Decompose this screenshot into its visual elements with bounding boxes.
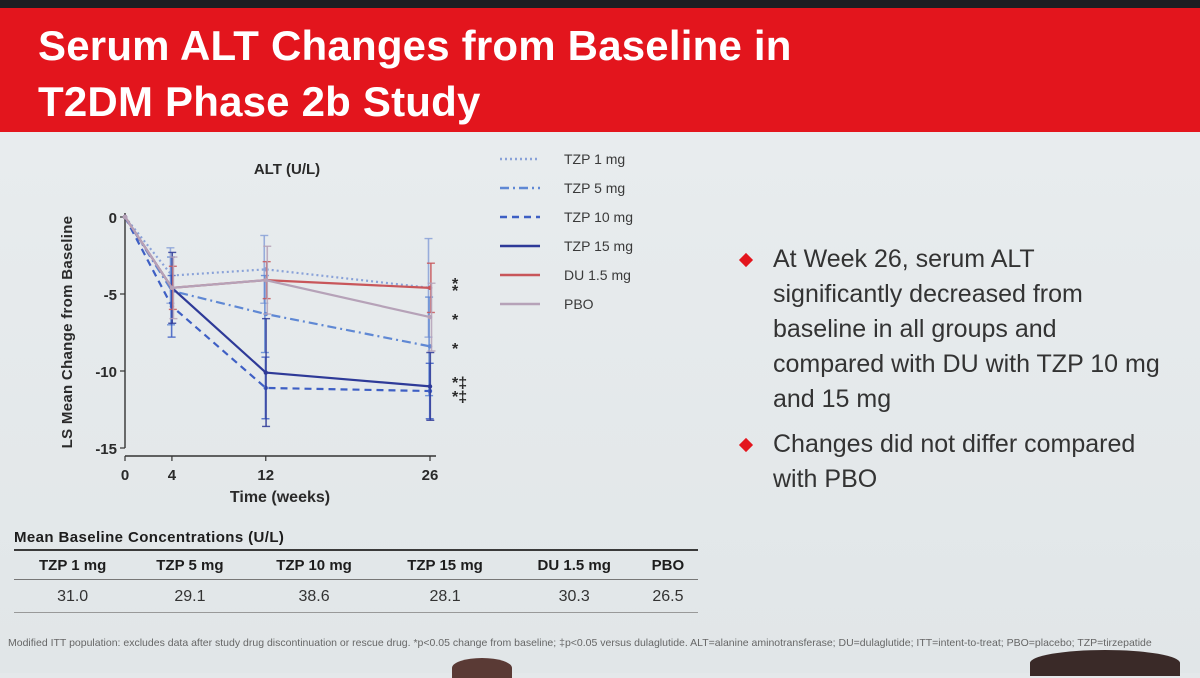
table-header-cell: TZP 5 mg [131, 550, 249, 580]
x-axis-title: Time (weeks) [230, 489, 330, 506]
x-tick-label: 0 [121, 467, 129, 484]
y-axis-title: LS Mean Change from Baseline [59, 216, 76, 449]
table-header-cell: TZP 1 mg [14, 550, 132, 580]
y-tick-label: -5 [104, 287, 117, 304]
significance-marker: * [452, 341, 459, 358]
x-tick-label: 4 [168, 467, 177, 484]
table-header-cell: PBO [637, 550, 698, 580]
projector-edge [0, 0, 1200, 8]
audience-head [452, 658, 512, 678]
legend-label: TZP 1 mg [564, 151, 625, 167]
data-point [263, 277, 268, 283]
data-point [427, 314, 433, 320]
x-tick-label: 12 [257, 467, 274, 484]
significance-marker: * [452, 276, 459, 293]
legend-label: TZP 10 mg [564, 209, 633, 225]
footnote: Modified ITT population: excludes data a… [8, 637, 1152, 649]
audience-head [1030, 650, 1180, 676]
chart-title: ALT (U/L) [254, 161, 320, 178]
table-header-cell: TZP 10 mg [248, 550, 380, 580]
legend-label: TZP 15 mg [564, 238, 633, 254]
bullet-text: At Week 26, serum ALT significantly decr… [773, 245, 1160, 413]
title-bar: Serum ALT Changes from Baseline in T2DM … [0, 8, 1200, 132]
slide-title: Serum ALT Changes from Baseline in T2DM … [38, 22, 792, 125]
y-tick-label: -15 [95, 441, 117, 458]
baseline-table-title: Mean Baseline Concentrations (U/L) [14, 529, 285, 546]
legend-label: PBO [564, 296, 594, 312]
baseline-table: TZP 1 mg TZP 5 mg TZP 10 mg TZP 15 mg DU… [14, 549, 698, 613]
bullet-item: At Week 26, serum ALT significantly decr… [735, 242, 1165, 417]
y-tick-label: -10 [95, 364, 117, 381]
legend-label: TZP 5 mg [564, 180, 625, 196]
series-line [124, 216, 431, 319]
bullet-text: Changes did not differ compared with PBO [773, 430, 1136, 493]
baseline-concentrations: Mean Baseline Concentrations (U/L) TZP 1… [14, 528, 704, 613]
table-cell: 30.3 [510, 579, 638, 613]
series-line [124, 216, 431, 393]
diamond-bullet-icon [738, 437, 754, 453]
table-header-cell: TZP 15 mg [379, 550, 511, 580]
legend-label: DU 1.5 mg [564, 267, 631, 283]
data-point [122, 214, 128, 220]
significance-marker: * [452, 312, 459, 329]
significance-marker: *‡ [452, 375, 467, 392]
table-cell: 31.0 [14, 579, 132, 613]
series-line [124, 216, 431, 289]
y-tick-label: 0 [109, 210, 117, 227]
significance-marker: * [452, 283, 459, 300]
significance-marker: *‡ [452, 389, 467, 406]
x-tick-label: 26 [422, 467, 439, 484]
table-header-row: TZP 1 mg TZP 5 mg TZP 10 mg TZP 15 mg DU… [14, 550, 698, 580]
data-point [427, 384, 433, 389]
table-cell: 29.1 [131, 579, 249, 613]
diamond-bullet-icon [738, 252, 754, 268]
table-cell: 28.1 [379, 579, 511, 613]
table-cell: 26.5 [637, 579, 698, 613]
bullet-list: At Week 26, serum ALT significantly decr… [735, 242, 1165, 507]
table-cell: 38.6 [248, 579, 380, 613]
table-row: 31.0 29.1 38.6 28.1 30.3 26.5 [14, 579, 698, 613]
bullet-item: Changes did not differ compared with PBO [735, 427, 1165, 497]
table-header-cell: DU 1.5 mg [510, 550, 638, 580]
data-point [169, 285, 175, 291]
data-point [263, 370, 268, 375]
